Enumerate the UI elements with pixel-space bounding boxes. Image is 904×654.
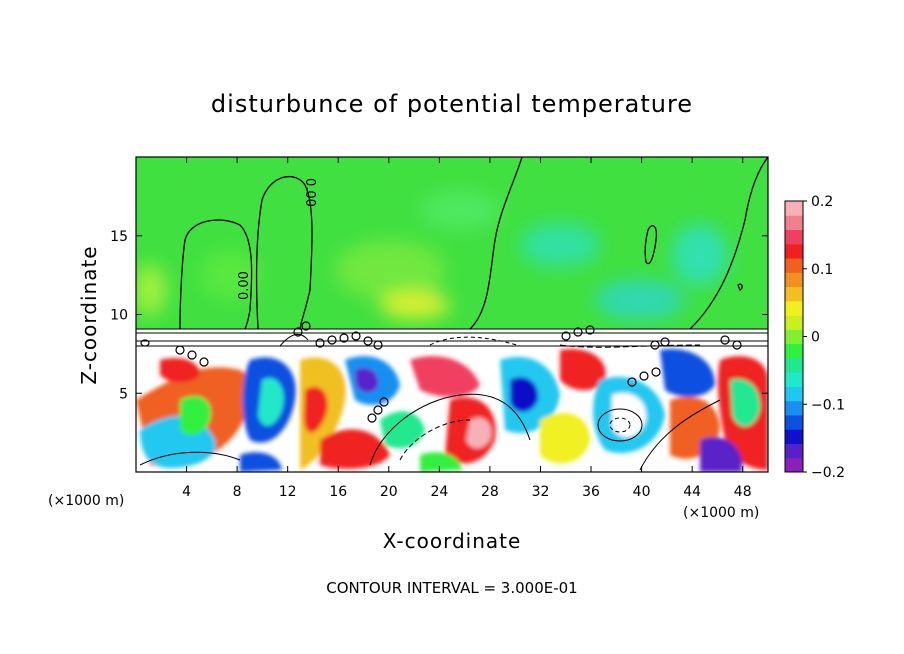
colorbar-tick-label: 0.2: [811, 194, 833, 210]
colorbar-swatch: [785, 315, 803, 330]
y-axis-label: Z-coordinate: [77, 245, 101, 384]
colorbar-swatch: [785, 272, 803, 288]
colorbar-swatch: [785, 400, 803, 416]
contour-label-1: 0.00: [237, 271, 252, 300]
x-axis-unit-right: (×1000 m): [683, 505, 759, 521]
colorbar-swatch: [785, 243, 803, 259]
colorbar-swatch: [785, 357, 803, 373]
upper-layer-anomalies: [136, 190, 728, 320]
x-axis-unit-left: (×1000 m): [48, 493, 124, 509]
contour-rings: [140, 321, 742, 423]
x-tick-label: 4: [182, 484, 191, 500]
colorbar-swatch: [785, 443, 803, 459]
colorbar-swatch: [785, 343, 803, 359]
x-tick-label: 12: [279, 484, 297, 500]
colorbar: [784, 200, 804, 473]
plot-area: 0.00 0.00: [136, 157, 768, 472]
colorbar-swatch: [785, 386, 803, 402]
colorbar-swatch: [785, 258, 803, 273]
colorbar-tick-label: 0: [811, 330, 820, 346]
colorbar-tick-label: 0.1: [811, 262, 833, 278]
x-axis-label: X-coordinate: [383, 529, 522, 553]
lower-layer-eddies: [136, 349, 768, 472]
y-tick-label: 5: [119, 386, 128, 402]
colorbar-swatch: [785, 300, 803, 316]
contour-interval-note: CONTOUR INTERVAL = 3.000E-01: [326, 579, 577, 597]
colorbar-swatch: [785, 414, 803, 430]
colorbar-ticks: 0.2 0.1 0 −0.1 −0.2: [803, 194, 845, 481]
y-axis: 5 10 15: [110, 229, 768, 402]
contour-label-2: 0.00: [302, 178, 317, 207]
x-tick-label: 28: [481, 484, 499, 500]
contour-lines-lower: [139, 333, 721, 471]
x-tick-label: 20: [380, 484, 398, 500]
colorbar-swatch: [785, 229, 803, 245]
x-tick-label: 16: [329, 484, 347, 500]
x-axis: 4 8 12 16 20 24 28 32 36 40 44 48: [182, 157, 752, 500]
x-tick-label: 44: [683, 484, 701, 500]
colorbar-swatch: [785, 215, 803, 231]
chart-title: disturbunce of potential temperature: [211, 90, 693, 118]
colorbar-tick-label: −0.1: [811, 397, 845, 413]
colorbar-swatch: [785, 329, 803, 345]
x-tick-label: 48: [734, 484, 752, 500]
contour-lines: [179, 157, 768, 330]
y-tick-label: 10: [110, 308, 128, 324]
x-tick-label: 40: [633, 484, 651, 500]
colorbar-swatch: [785, 429, 803, 444]
x-tick-label: 36: [582, 484, 600, 500]
x-tick-label: 8: [233, 484, 242, 500]
colorbar-swatch: [785, 372, 803, 387]
x-tick-label: 32: [532, 484, 550, 500]
colorbar-swatch: [785, 201, 803, 216]
colorbar-tick-label: −0.2: [811, 465, 845, 481]
y-tick-label: 15: [110, 229, 128, 245]
colorbar-swatch: [785, 286, 803, 302]
colorbar-swatch: [785, 457, 803, 473]
x-tick-label: 24: [430, 484, 448, 500]
